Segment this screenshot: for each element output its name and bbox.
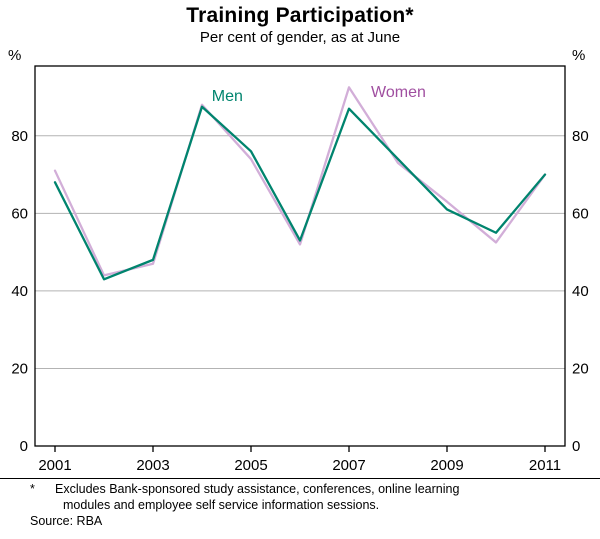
plot-border <box>34 65 566 447</box>
footnote-text: Excludes Bank-sponsored study assistance… <box>55 482 459 513</box>
y-tick-label-left: 0 <box>20 438 28 455</box>
y-axis-unit-right: % <box>572 47 585 64</box>
y-tick-label-right: 60 <box>572 205 589 222</box>
x-tick-label: 2003 <box>136 457 169 474</box>
series-label-women: Women <box>371 84 426 101</box>
footnote-marker: * <box>30 482 35 496</box>
footnote: * Excludes Bank-sponsored study assistan… <box>0 482 600 513</box>
footnote-line-1: Excludes Bank-sponsored study assistance… <box>55 482 460 496</box>
chart-subtitle: Per cent of gender, as at June <box>199 29 401 46</box>
x-tick-label: 2005 <box>234 457 267 474</box>
y-tick-label-left: 80 <box>11 128 28 145</box>
y-tick-label-left: 60 <box>11 205 28 222</box>
footnote-line-2: modules and employee self service inform… <box>63 497 380 512</box>
chart-footer: * Excludes Bank-sponsored study assistan… <box>0 478 600 530</box>
y-tick-label-right: 80 <box>572 128 589 145</box>
x-tick-label: 2001 <box>38 457 71 474</box>
y-axis-unit-left: % <box>8 47 21 64</box>
series-label-men: Men <box>212 88 243 105</box>
y-tick-label-right: 0 <box>572 438 580 455</box>
series-line-women <box>53 86 547 277</box>
series-line-men <box>53 105 547 281</box>
source-note: Source: RBA <box>30 514 103 529</box>
x-tick-label: 2009 <box>430 457 463 474</box>
chart-svg: 0 0 20 20 40 40 60 60 80 80% % 2001 2003 2005 2007 2009… <box>8 47 589 474</box>
y-tick-label-left: 40 <box>11 283 28 300</box>
x-tick-label: 2011 <box>529 457 561 474</box>
y-tick-label-left: 20 <box>11 360 28 377</box>
y-tick-label-right: 40 <box>572 283 589 300</box>
x-tick-label: 2007 <box>332 457 365 474</box>
line-chart-canvas: 0 0 20 20 40 40 60 60 80 80%% 2001 2003 2005 2007 2009… <box>0 46 600 478</box>
y-tick-label-right: 20 <box>572 360 589 377</box>
chart-title: Training Participation* <box>186 4 414 27</box>
